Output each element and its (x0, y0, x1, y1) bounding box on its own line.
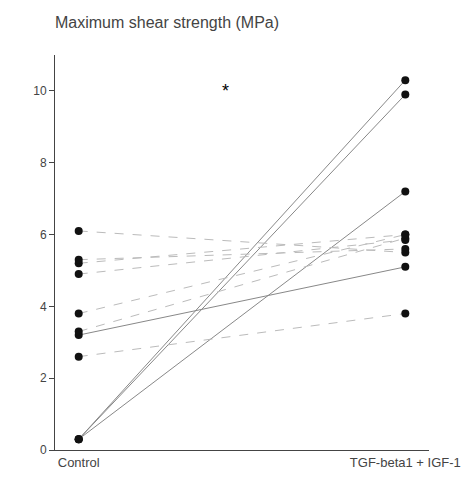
svg-text:4: 4 (40, 300, 47, 314)
svg-text:Control: Control (58, 455, 100, 470)
svg-text:10: 10 (33, 84, 47, 98)
svg-text:Maximum shear strength (MPa): Maximum shear strength (MPa) (55, 14, 279, 31)
svg-text:TGF-beta1 + IGF-1: TGF-beta1 + IGF-1 (350, 455, 461, 470)
svg-text:*: * (222, 81, 229, 101)
svg-text:8: 8 (40, 156, 47, 170)
svg-text:0: 0 (40, 443, 47, 457)
svg-text:6: 6 (40, 228, 47, 242)
svg-text:2: 2 (40, 371, 47, 385)
